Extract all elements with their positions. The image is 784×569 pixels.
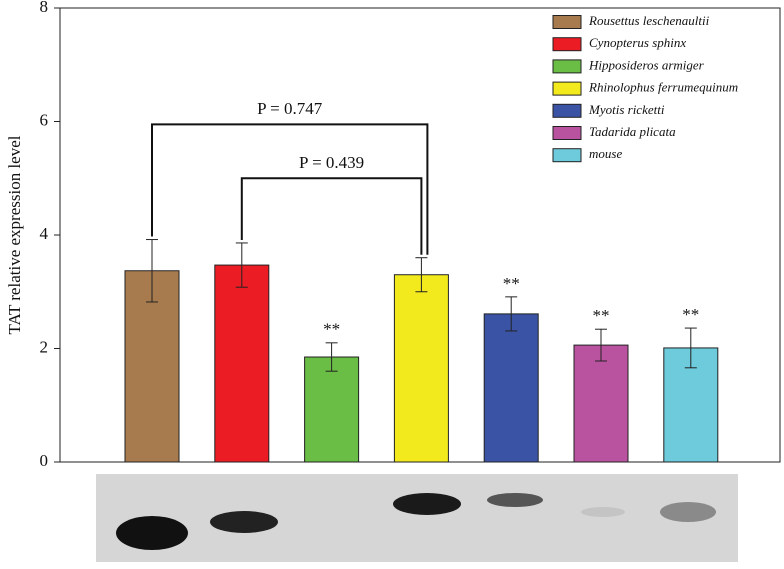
legend-label: Myotis ricketti [588, 102, 665, 117]
error-bar [325, 342, 338, 372]
legend-swatch [552, 15, 582, 29]
legend-label: Hipposideros armiger [588, 57, 705, 72]
comparison-bracket [240, 177, 423, 255]
bar [214, 264, 270, 463]
error-bar [415, 257, 428, 293]
error-bar [684, 327, 697, 369]
legend-label: Rousettus leschenaultii [588, 13, 710, 28]
y-tick-label: 4 [40, 224, 49, 243]
y-tick-label: 8 [40, 0, 49, 16]
y-tick-label: 6 [40, 110, 49, 129]
error-bar [505, 296, 518, 332]
legend-label: mouse [589, 146, 622, 161]
y-tick-label: 0 [40, 451, 49, 470]
bar [304, 356, 360, 463]
y-axis-label: TAT relative expression level [5, 135, 24, 334]
y-tick-label: 2 [40, 337, 49, 356]
significance-label: ** [323, 320, 340, 339]
comparison-label: P = 0.747 [257, 99, 323, 118]
significance-label: ** [503, 274, 520, 293]
bar [483, 313, 539, 463]
legend-label: Rhinolophus ferrumequinum [588, 80, 738, 95]
legend-swatch [552, 81, 582, 96]
comparison-bracket [151, 123, 429, 255]
western-blot [96, 474, 738, 562]
legend-label: Tadarida plicata [589, 124, 676, 139]
significance-label: ** [682, 305, 699, 324]
bar [573, 344, 629, 463]
error-bar [146, 239, 158, 303]
bar [393, 274, 449, 463]
legend-swatch [552, 103, 582, 118]
error-bar [595, 328, 607, 362]
legend-swatch [552, 59, 582, 74]
legend-swatch [552, 126, 582, 140]
error-bar [235, 242, 248, 288]
legend-label: Cynopterus sphinx [589, 35, 686, 50]
significance-label: ** [593, 306, 610, 325]
legend-swatch [552, 148, 582, 163]
legend-swatch [552, 37, 582, 52]
comparison-label: P = 0.439 [299, 153, 364, 172]
